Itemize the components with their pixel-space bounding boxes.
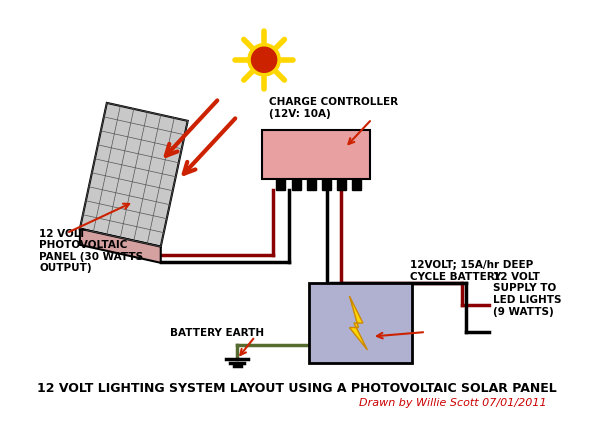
Circle shape xyxy=(248,43,280,76)
Circle shape xyxy=(253,49,275,71)
Polygon shape xyxy=(80,103,188,247)
Bar xyxy=(352,179,361,190)
Bar xyxy=(337,179,346,190)
Circle shape xyxy=(251,47,277,72)
Bar xyxy=(292,179,301,190)
Text: CHARGE CONTROLLER
(12V: 10A): CHARGE CONTROLLER (12V: 10A) xyxy=(269,98,398,119)
Text: 12 VOLT
SUPPLY TO
LED LIGHTS
(9 WATTS): 12 VOLT SUPPLY TO LED LIGHTS (9 WATTS) xyxy=(493,272,562,317)
Bar xyxy=(276,179,285,190)
Text: 12 VOLT
PHOTOVOLTAIC
PANEL (30 WATTS
OUTPUT): 12 VOLT PHOTOVOLTAIC PANEL (30 WATTS OUT… xyxy=(40,229,144,273)
Text: BATTERY EARTH: BATTERY EARTH xyxy=(170,328,264,338)
Polygon shape xyxy=(349,296,368,350)
Polygon shape xyxy=(80,229,161,263)
FancyBboxPatch shape xyxy=(262,130,370,179)
FancyBboxPatch shape xyxy=(309,283,412,363)
Text: 12 VOLT LIGHTING SYSTEM LAYOUT USING A PHOTOVOLTAIC SOLAR PANEL: 12 VOLT LIGHTING SYSTEM LAYOUT USING A P… xyxy=(37,382,556,395)
Bar xyxy=(323,179,331,190)
Bar xyxy=(307,179,316,190)
Text: 12VOLT; 15A/hr DEEP
CYCLE BATTERY: 12VOLT; 15A/hr DEEP CYCLE BATTERY xyxy=(410,260,533,282)
Text: Drawn by Willie Scott 07/01/2011: Drawn by Willie Scott 07/01/2011 xyxy=(359,398,547,408)
